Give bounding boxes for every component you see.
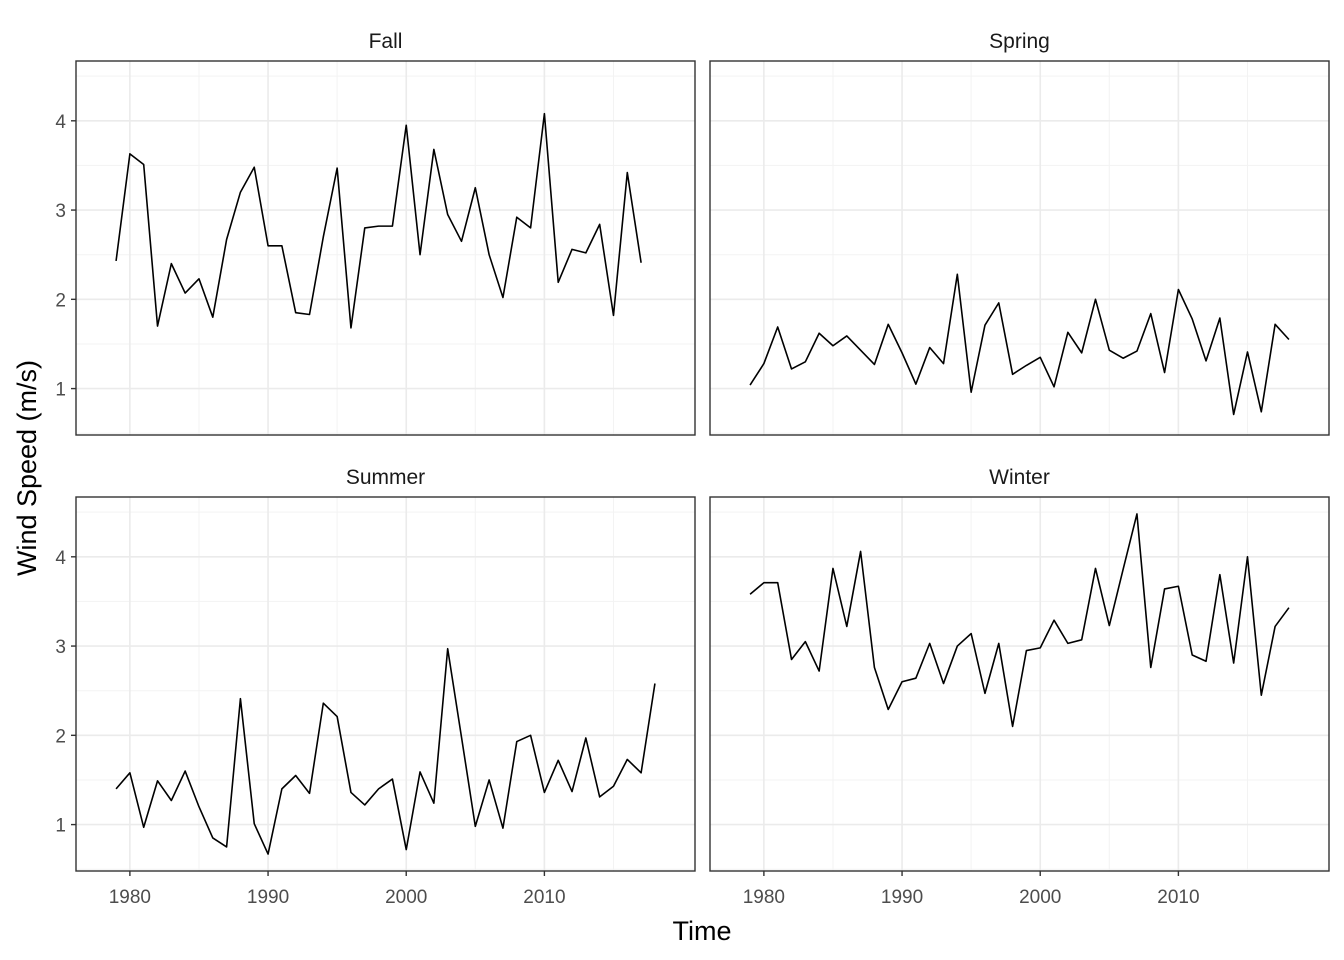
panel-summer: Summer 1 2 3 4 1980 1990 2000 2010 (55, 466, 696, 908)
panel-fall: Fall 1 2 3 4 (55, 30, 696, 436)
panel-title-spring: Spring (989, 30, 1050, 53)
x-axis-title: Time (673, 916, 732, 946)
y-tick-label: 2 (55, 726, 66, 747)
panel-border-summer (75, 496, 696, 872)
y-tick-label: 1 (55, 380, 66, 401)
y-tick-label: 3 (55, 201, 66, 222)
x-tick-label: 1990 (881, 887, 923, 908)
panels: Fall 1 2 3 4 Spring Summer 1 2 3 4 1980 1990 2000 2010… (55, 30, 1330, 908)
x-tick-label: 1980 (743, 887, 785, 908)
panel-winter: Winter 1980 1990 2000 2010 (709, 466, 1330, 908)
x-tick-label: 1980 (109, 887, 151, 908)
gridlines-spring (710, 61, 1329, 435)
y-tick-label: 3 (55, 637, 66, 658)
x-tick-label: 2010 (523, 887, 565, 908)
x-tick-label: 2000 (385, 887, 427, 908)
series-line-winter (749, 513, 1290, 728)
panel-border-fall (75, 60, 696, 436)
y-axis-title: Wind Speed (m/s) (12, 360, 42, 576)
gridlines-summer (76, 497, 695, 871)
panel-border-winter (709, 496, 1330, 872)
panel-title-winter: Winter (989, 466, 1050, 489)
gridlines-winter (710, 497, 1329, 871)
y-tick-label: 1 (55, 816, 66, 837)
series-line-fall (115, 112, 642, 329)
series-line-spring (749, 273, 1290, 416)
y-tick-label: 4 (55, 112, 66, 133)
y-tick-label: 4 (55, 548, 66, 569)
panel-title-fall: Fall (369, 30, 403, 53)
series-line-summer (115, 647, 656, 855)
x-tick-label: 2010 (1157, 887, 1199, 908)
y-tick-label: 2 (55, 290, 66, 311)
x-tick-label: 2000 (1019, 887, 1061, 908)
gridlines-fall (76, 61, 695, 435)
x-tick-label: 1990 (247, 887, 289, 908)
panel-title-summer: Summer (346, 466, 425, 489)
panel-spring: Spring (709, 30, 1330, 436)
panel-border-spring (709, 60, 1330, 436)
